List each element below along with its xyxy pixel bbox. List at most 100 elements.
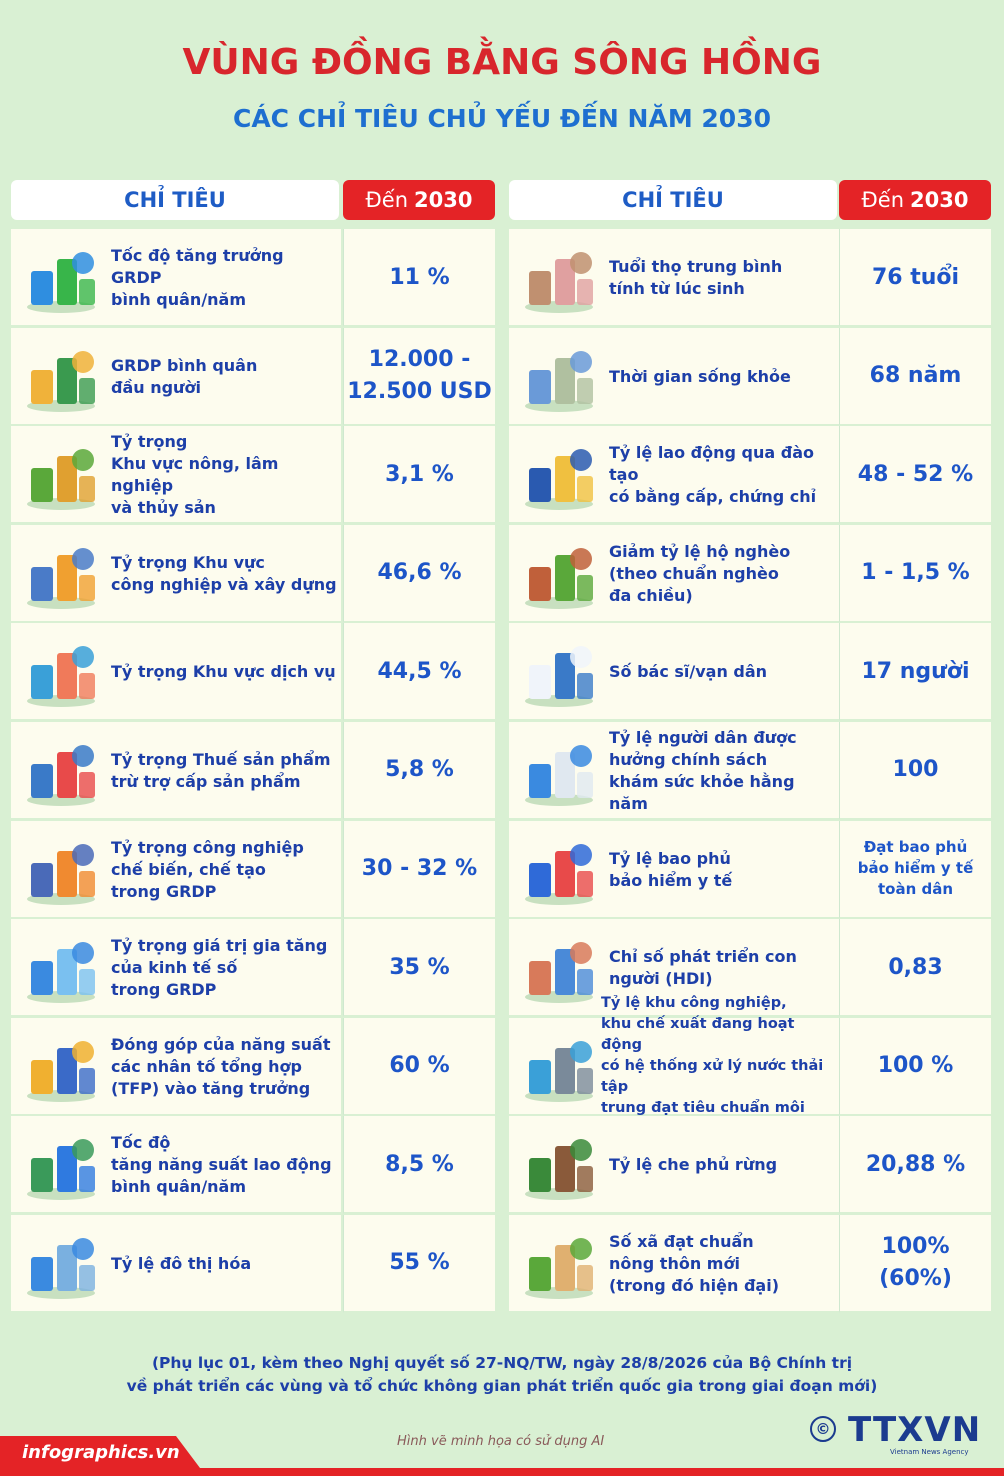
indicator-row: Tỷ trọng công nghiệp chế biến, chế tạo t… xyxy=(11,820,495,920)
indicator-label: Tỷ trọng công nghiệp chế biến, chế tạo t… xyxy=(111,837,304,901)
indicator-value: 68 năm xyxy=(839,327,991,426)
healthy-elderly-icon xyxy=(519,340,599,414)
indicator-row: Số bác sĩ/vạn dân 17 người xyxy=(509,623,993,722)
indicator-label: Tuổi thọ trung bình tính từ lúc sinh xyxy=(609,257,783,298)
header-year-value: 2030 xyxy=(414,188,473,212)
indicator-label: Tỷ trọng Khu vực nông, lâm nghiệp và thủ… xyxy=(111,432,279,518)
header-indicator-label: CHỈ TIÊU xyxy=(11,180,339,220)
indicator-label: Tỷ lệ khu công nghiệp, khu chế xuất đang… xyxy=(601,995,824,1137)
indicator-value: 55 % xyxy=(343,1214,495,1313)
indicator-value-line: 12.500 USD xyxy=(347,378,492,404)
indicator-row: Tỷ lệ khu công nghiệp, khu chế xuất đang… xyxy=(509,995,993,1137)
indicator-label: Tỷ lệ bao phủ bảo hiểm y tế xyxy=(609,848,733,890)
indicator-value-line: 100% xyxy=(881,1233,950,1259)
header-year-prefix: Đến xyxy=(861,188,905,212)
indicator-row: Tỷ lệ lao động qua đào tạo có bằng cấp, … xyxy=(509,426,993,525)
indicator-row: Tỷ trọng Khu vực công nghiệp và xây dựng… xyxy=(11,524,495,624)
indicator-value: 76 tuổi xyxy=(839,229,991,327)
tax-calculator-icon xyxy=(21,734,101,808)
indicator-row: Tỷ lệ người dân được hưởng chính sách kh… xyxy=(509,721,993,821)
indicator-cell: Tỷ lệ lao động qua đào tạo có bằng cấp, … xyxy=(509,426,839,525)
indicator-cell: Tỷ trọng công nghiệp chế biến, chế tạo t… xyxy=(11,820,341,919)
indicator-value: 0,83 xyxy=(839,919,991,1018)
table-header: CHỈ TIÊU Đến 2030 xyxy=(509,180,993,222)
logo-tagline: Vietnam News Agency xyxy=(890,1448,969,1456)
indicator-value: 44,5 % xyxy=(343,623,495,722)
indicator-cell: GRDP bình quân đầu người xyxy=(11,327,341,426)
left-panel: CHỈ TIÊU Đến 2030 Tốc độ tăng trưởng GRDP… xyxy=(11,180,495,1313)
indicator-label: Tốc độ tăng trưởng GRDP bình quân/năm xyxy=(111,246,284,309)
indicator-cell: Đóng góp của năng suất các nhân tố tổng … xyxy=(11,1017,341,1116)
indicator-label: Tỷ lệ đô thị hóa xyxy=(111,1253,252,1273)
indicator-label: Số bác sĩ/vạn dân xyxy=(609,662,768,682)
indicator-cell: Tỷ trọng giá trị gia tăng của kinh tế số… xyxy=(11,919,341,1018)
logo-name: TTXVN xyxy=(848,1410,982,1450)
indicator-value-line: 12.000 - xyxy=(368,346,471,372)
indicator-value: 60 % xyxy=(343,1017,495,1116)
indicator-row: Tỷ trọng giá trị gia tăng của kinh tế số… xyxy=(11,919,495,1018)
indicator-cell: Tỷ trọng Khu vực công nghiệp và xây dựng xyxy=(11,524,341,623)
indicator-label: Tỷ trọng Khu vực công nghiệp và xây dựng xyxy=(111,552,337,594)
health-checkup-icon xyxy=(519,734,599,808)
indicator-row: Tỷ trọng Khu vực dịch vụ 44,5 % xyxy=(11,623,495,722)
family-money-icon xyxy=(21,340,101,414)
indicator-value: 100 xyxy=(839,721,991,820)
indicator-row: Tốc độ tăng năng suất lao động bình quân… xyxy=(11,1116,495,1215)
doctors-icon xyxy=(519,635,599,709)
indicator-cell: Tỷ trọng Khu vực dịch vụ xyxy=(11,623,341,722)
indicator-value: 100% (60%) xyxy=(839,1214,991,1313)
indicator-value: 20,88 % xyxy=(839,1116,991,1215)
family-hdi-icon xyxy=(519,931,599,1005)
services-icon xyxy=(21,635,101,709)
agriculture-icon xyxy=(21,438,101,512)
indicator-row: Tỷ lệ đô thị hóa 55 % xyxy=(11,1214,495,1314)
productivity-coins-icon xyxy=(21,1030,101,1104)
indicator-row: Thời gian sống khỏe 68 năm xyxy=(509,327,993,427)
indicator-cell: Tỷ trọng Khu vực nông, lâm nghiệp và thủ… xyxy=(11,426,341,525)
indicator-row: Tỷ trọng Khu vực nông, lâm nghiệp và thủ… xyxy=(11,426,495,525)
indicator-row: Tuổi thọ trung bình tính từ lúc sinh 76 t… xyxy=(509,229,993,328)
copyright-icon: © xyxy=(810,1416,836,1442)
indicator-label: Giảm tỷ lệ hộ nghèo (theo chuẩn nghèo đa… xyxy=(609,541,791,605)
indicator-cell: Số xã đạt chuẩn nông thôn mới (trong đó … xyxy=(509,1214,839,1313)
indicator-cell: Chỉ số phát triển con người (HDI) xyxy=(509,919,839,1018)
indicator-value: 30 - 32 % xyxy=(343,820,495,919)
urban-buildings-icon xyxy=(21,1227,101,1301)
indicator-row: Tỷ trọng Thuế sản phẩm trừ trợ cấp sản p… xyxy=(11,721,495,821)
factory-robot-icon xyxy=(21,833,101,907)
indicator-value-line: (60%) xyxy=(879,1265,952,1291)
indicator-value: 46,6 % xyxy=(343,524,495,623)
indicator-label: Tỷ trọng Khu vực dịch vụ xyxy=(111,662,336,682)
indicator-list: Tốc độ tăng trưởng GRDP bình quân/năm 11 … xyxy=(11,229,495,1314)
indicator-value: 35 % xyxy=(343,919,495,1018)
new-rural-village-icon xyxy=(519,1227,599,1301)
indicator-label: GRDP bình quân đầu người xyxy=(111,355,258,397)
indicator-value: 1 - 1,5 % xyxy=(839,524,991,623)
indicator-cell: Tỷ lệ bao phủ bảo hiểm y tế xyxy=(509,820,839,919)
indicator-cell: Tỷ trọng Thuế sản phẩm trừ trợ cấp sản p… xyxy=(11,721,341,820)
indicator-cell: Thời gian sống khỏe xyxy=(509,327,839,426)
indicator-label: Tỷ trọng Thuế sản phẩm trừ trợ cấp sản p… xyxy=(111,749,331,791)
indicator-value: 11 % xyxy=(343,229,495,327)
indicator-value: 48 - 52 % xyxy=(839,426,991,525)
indicator-cell: Tỷ lệ che phủ rừng xyxy=(509,1116,839,1215)
growth-chart-icon xyxy=(21,241,101,315)
indicator-row: Chỉ số phát triển con người (HDI) 0,83 xyxy=(509,919,993,1018)
indicator-value: 3,1 % xyxy=(343,426,495,525)
indicator-label: Tỷ lệ người dân được hưởng chính sách kh… xyxy=(609,727,797,813)
right-panel: CHỈ TIÊU Đến 2030 Tuổi thọ trung bình tín… xyxy=(509,180,993,1313)
indicator-row: Giảm tỷ lệ hộ nghèo (theo chuẩn nghèo đa… xyxy=(509,524,993,624)
indicator-value: 5,8 % xyxy=(343,721,495,820)
header-year-value: 2030 xyxy=(910,188,969,212)
indicator-cell: Tốc độ tăng trưởng GRDP bình quân/năm xyxy=(11,229,341,327)
indicator-cell: Số bác sĩ/vạn dân xyxy=(509,623,839,722)
indicator-row: GRDP bình quân đầu người 12.000 - 12.500 U… xyxy=(11,327,495,427)
indicator-list: Tuổi thọ trung bình tính từ lúc sinh 76 t… xyxy=(509,229,993,1314)
indicator-cell: Tuổi thọ trung bình tính từ lúc sinh xyxy=(509,229,839,327)
elderly-couple-icon xyxy=(519,241,599,315)
indicator-cell: Tỷ lệ đô thị hóa xyxy=(11,1214,341,1313)
indicator-label: Số xã đạt chuẩn nông thôn mới (trong đó … xyxy=(609,1231,780,1295)
indicator-label: Chỉ số phát triển con người (HDI) xyxy=(609,947,797,989)
site-link[interactable]: infographics.vn xyxy=(0,1436,200,1468)
indicator-label: Tốc độ tăng năng suất lao động bình quân… xyxy=(111,1133,332,1197)
